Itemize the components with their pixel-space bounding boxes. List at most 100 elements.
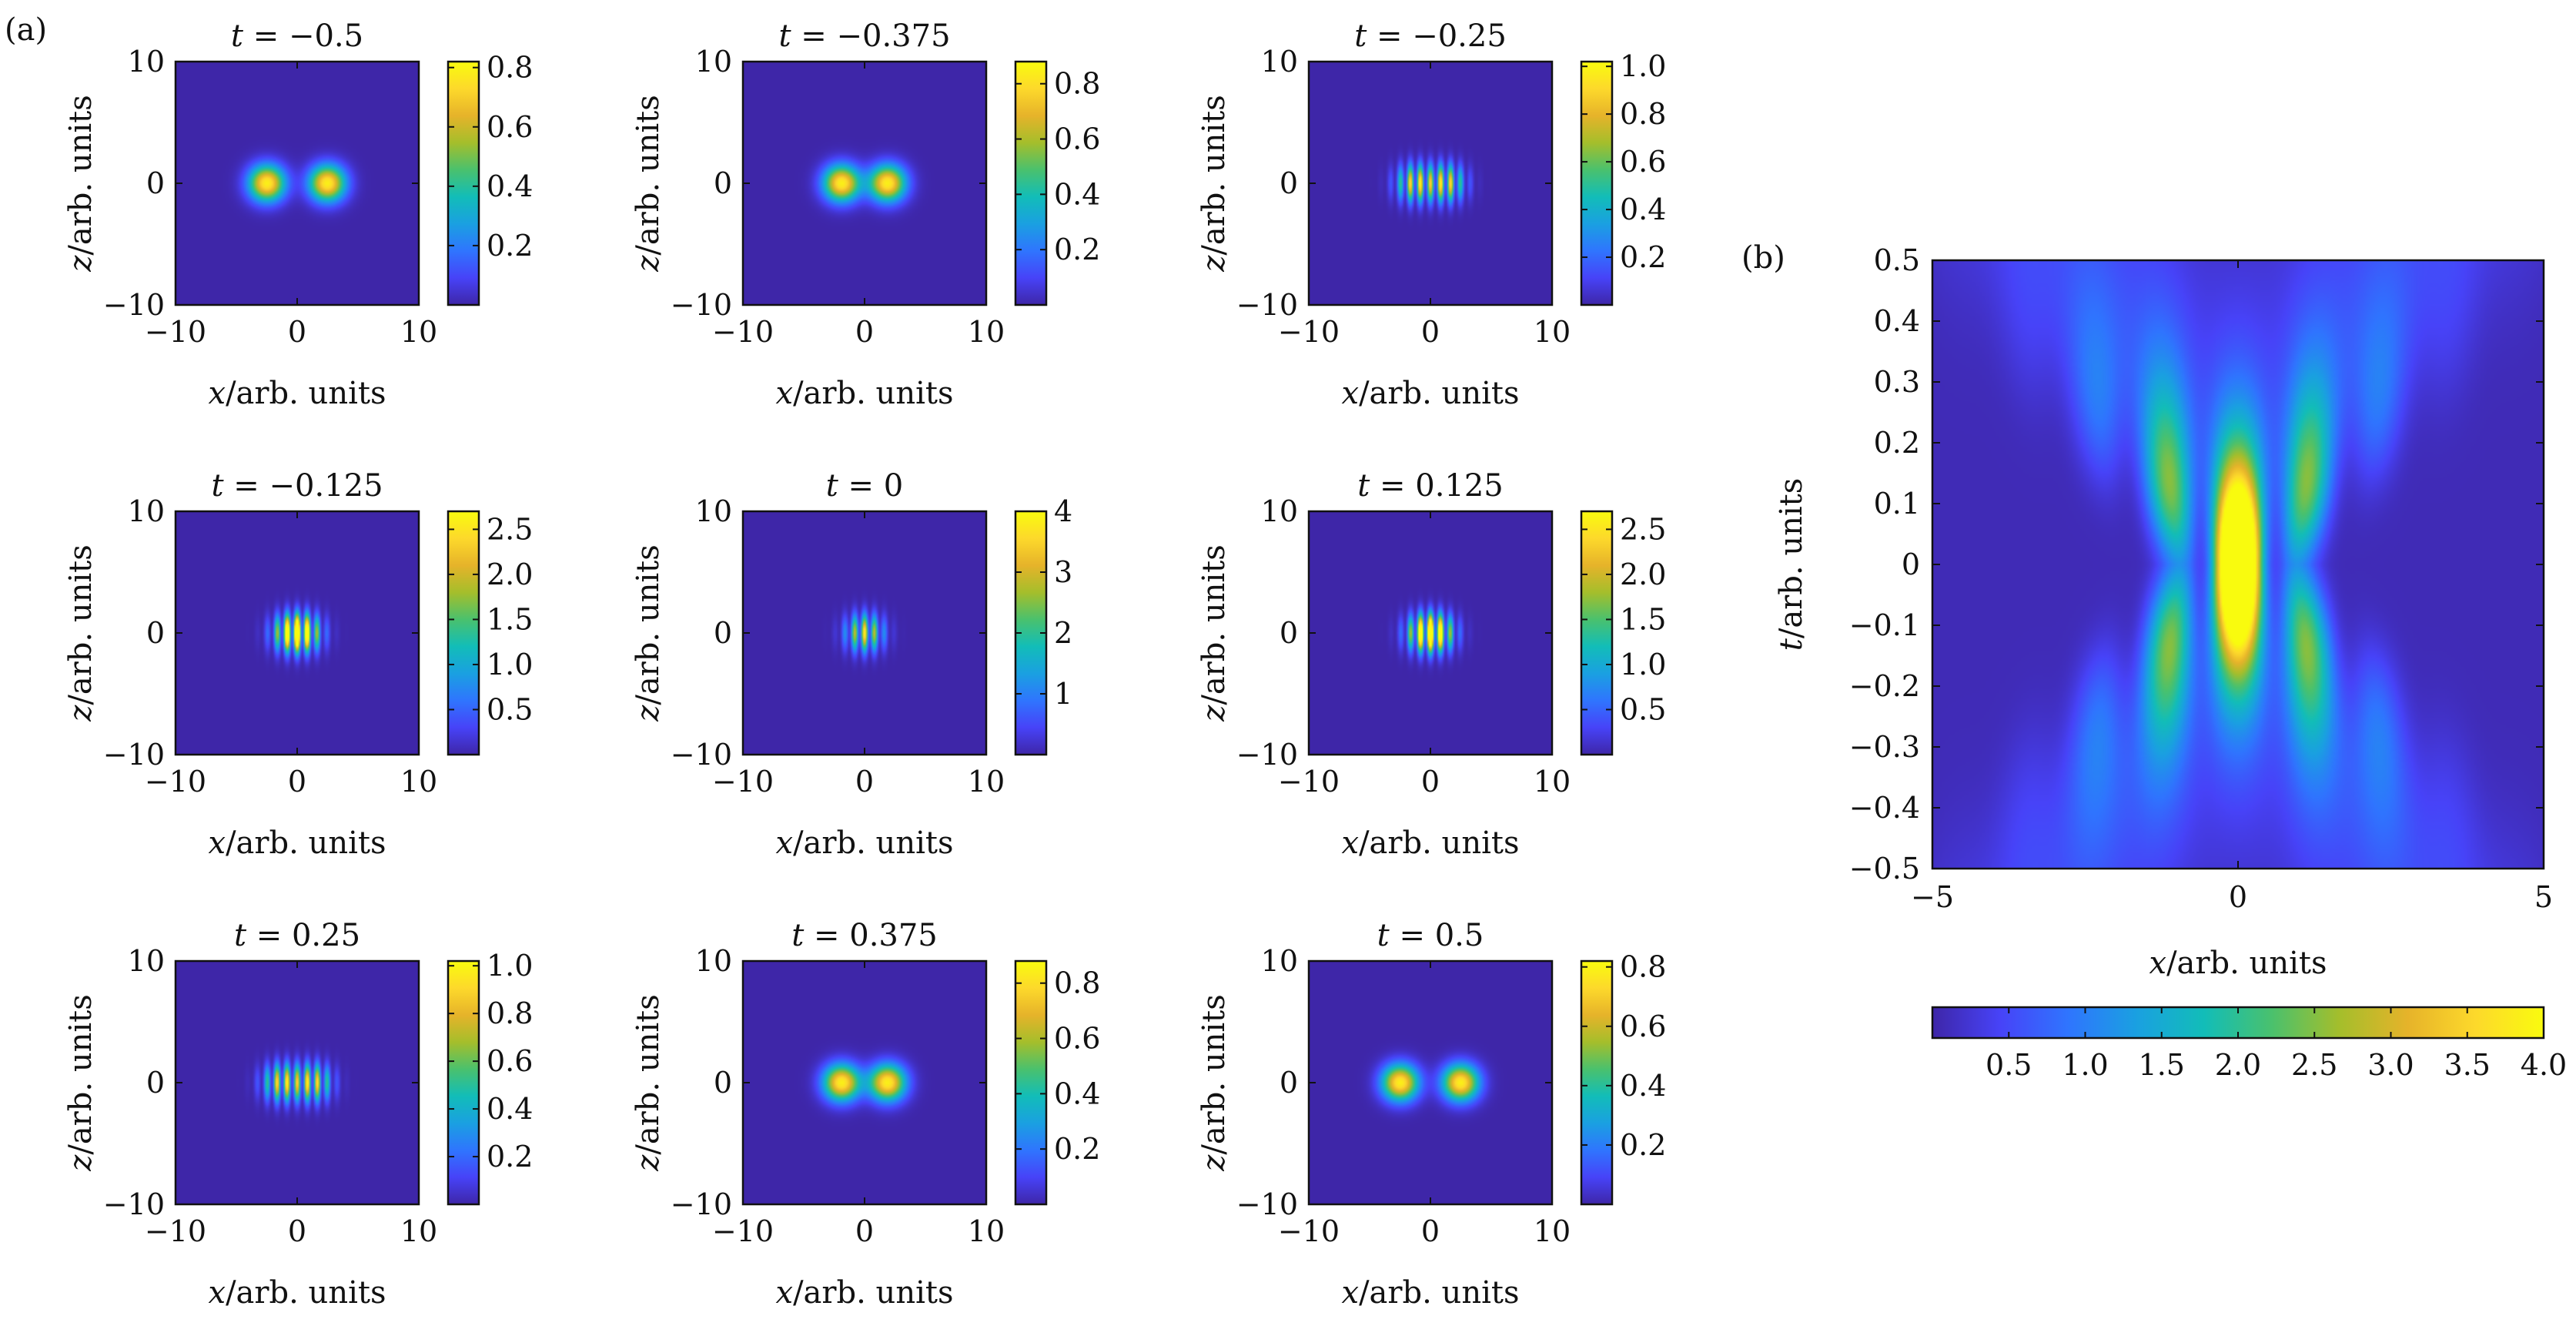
x-axis-label: x/arb. units (1342, 825, 1520, 861)
x-axis-label: x/arb. units (2149, 946, 2327, 981)
colorbar (1581, 511, 1612, 755)
x-tick-label: 0 (288, 765, 306, 799)
density-map (176, 62, 419, 305)
x-tick-label: 0 (288, 1214, 306, 1248)
y-tick-label: 10 (128, 45, 165, 79)
x-tick-label: 0 (1421, 315, 1440, 349)
y-tick-label: −0.2 (1849, 669, 1920, 703)
x-tick-label: 10 (1534, 315, 1571, 349)
colorbar-tick-label: 0.4 (487, 1092, 533, 1126)
y-tick-label: −10 (1236, 738, 1298, 772)
y-tick-label: 10 (1261, 494, 1298, 528)
x-tick-label: 0 (855, 765, 874, 799)
colorbar-tick-label: 0.2 (1620, 1128, 1666, 1162)
colorbar-tick-label: 0.2 (487, 1140, 533, 1174)
colorbar-frame (1580, 60, 1614, 306)
colorbar-tick-label: 2.5 (2291, 1048, 2337, 1082)
panel-title: t = −0.25 (1354, 18, 1507, 54)
colorbar-tick-label: 0.5 (1620, 692, 1666, 726)
density-map (1309, 961, 1552, 1204)
y-tick-label: 0 (1280, 166, 1298, 200)
y-tick-label: 0.1 (1874, 487, 1920, 521)
x-tick-label: −10 (145, 315, 206, 349)
colorbar-tick-label: 0.2 (1620, 240, 1666, 274)
colorbar-tick-label: 1.0 (1620, 49, 1666, 83)
colorbar-tick-label: 1.0 (1620, 648, 1666, 681)
colorbar (448, 511, 479, 755)
y-tick-label: 0.4 (1874, 304, 1920, 338)
x-tick-label: 10 (400, 1214, 437, 1248)
panel-title: t = −0.375 (778, 18, 950, 54)
colorbar-frame (1580, 959, 1614, 1206)
x-tick-label: −10 (712, 1214, 774, 1248)
y-tick-label: 10 (128, 944, 165, 978)
colorbar-tick-label: 0.8 (1054, 966, 1100, 1000)
colorbar-tick-label: 0.8 (487, 996, 533, 1030)
colorbar-tick-label: 4 (1054, 494, 1072, 528)
y-tick-label: −0.4 (1849, 791, 1920, 825)
x-tick-label: 10 (968, 765, 1005, 799)
colorbar-tick-label: 0.4 (487, 169, 533, 203)
y-tick-label: 0 (1280, 616, 1298, 650)
density-map (1309, 511, 1552, 755)
colorbar-tick-label: 0.4 (1620, 193, 1666, 226)
colorbar-tick-label: 1.0 (487, 949, 533, 983)
y-tick-label: 10 (1261, 944, 1298, 978)
x-tick-label: 0 (288, 315, 306, 349)
panel-title: t = 0.25 (234, 918, 360, 953)
panel-title: t = 0.5 (1377, 918, 1484, 953)
y-axis-label: z/arb. units (631, 544, 666, 722)
density-map (743, 511, 986, 755)
colorbar-tick-label: 0.6 (1054, 1022, 1100, 1056)
x-tick-label: 0 (1421, 765, 1440, 799)
colorbar-frame (447, 959, 480, 1206)
colorbar-tick-label: 1.0 (487, 648, 533, 681)
x-axis-label: x/arb. units (209, 376, 386, 411)
x-tick-label: −10 (1278, 315, 1340, 349)
y-tick-label: 10 (695, 494, 732, 528)
y-tick-label: −10 (671, 1187, 732, 1221)
colorbar-tick-label: 0.4 (1054, 1077, 1100, 1110)
colorbar-tick-label: 0.2 (1054, 1132, 1100, 1166)
colorbar-tick-label: 0.8 (1620, 97, 1666, 131)
colorbar (1581, 961, 1612, 1204)
y-axis-label: z/arb. units (63, 994, 99, 1171)
x-tick-label: −10 (145, 1214, 206, 1248)
panel-title: t = 0 (826, 468, 903, 504)
colorbar-tick-label: 3 (1054, 555, 1072, 589)
colorbar-tick-label: 2.0 (487, 558, 533, 591)
panel-b-label: (b) (1741, 240, 1785, 276)
colorbar-tick-label: 0.6 (1620, 1010, 1666, 1043)
colorbar-tick-label: 3.0 (2367, 1048, 2414, 1082)
y-tick-label: 10 (695, 45, 732, 79)
y-tick-label: −10 (671, 288, 732, 322)
density-map (743, 62, 986, 305)
colorbar-frame (1014, 959, 1048, 1206)
y-axis-label: z/arb. units (1196, 994, 1232, 1171)
colorbar-tick-label: 0.4 (1620, 1069, 1666, 1103)
x-axis-label: x/arb. units (1342, 1275, 1520, 1311)
x-axis-label: x/arb. units (209, 825, 386, 861)
colorbar-tick-label: 0.6 (1620, 145, 1666, 179)
x-tick-label: −10 (1278, 1214, 1340, 1248)
colorbar-tick-label: 1.5 (487, 602, 533, 636)
colorbar-tick-label: 2 (1054, 616, 1072, 650)
colorbar-tick-label: 1.5 (1620, 602, 1666, 636)
colorbar (448, 961, 479, 1204)
colorbar-tick-label: 2.0 (1620, 558, 1666, 591)
density-map (1309, 62, 1552, 305)
y-axis-label: t/arb. units (1774, 478, 1809, 651)
colorbar-tick-label: 2.0 (2215, 1048, 2261, 1082)
x-tick-label: 10 (968, 315, 1005, 349)
colorbar-frame (1014, 60, 1048, 306)
colorbar-tick-label: 0.8 (1054, 67, 1100, 101)
y-axis-label: z/arb. units (631, 994, 666, 1171)
colorbar-tick-label: 0.6 (487, 110, 533, 144)
